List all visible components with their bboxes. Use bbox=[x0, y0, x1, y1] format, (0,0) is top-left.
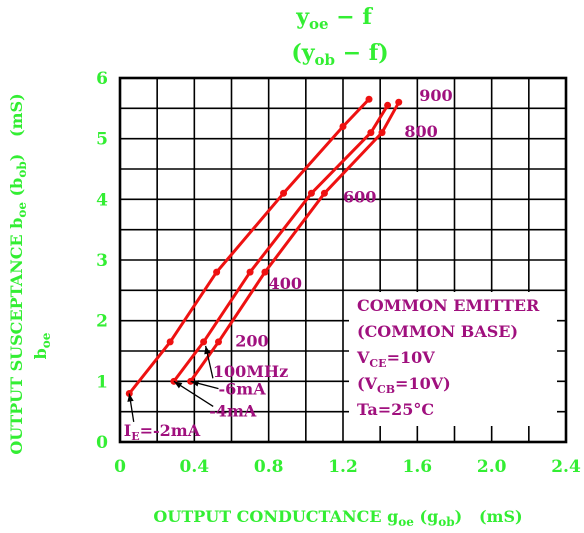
legend-background bbox=[349, 292, 557, 426]
annotations: 100MHz 200 400 600 800 900 -6mA -4mA IE=-2mA bbox=[124, 86, 453, 443]
chart-subtitle-main: (y bbox=[291, 40, 315, 66]
x-axis-label-sub1: oe bbox=[398, 515, 414, 529]
y-axis-label-line2-main: b bbox=[31, 348, 50, 359]
legend-line-4: (VCB=10V) bbox=[357, 374, 451, 396]
series-line-1 bbox=[128, 98, 371, 395]
x-tick-label: 0.8 bbox=[254, 457, 284, 477]
chart-subtitle: (yob − f) bbox=[291, 40, 388, 69]
data-point bbox=[280, 189, 288, 197]
x-axis-label-mid: (g bbox=[414, 507, 438, 526]
chart-title: yoe − f bbox=[295, 4, 373, 33]
data-point bbox=[200, 338, 208, 346]
data-point bbox=[307, 189, 315, 197]
leader-arrowhead bbox=[204, 345, 211, 355]
legend-box: COMMON EMITTER (COMMON BASE) VCE=10V (VC… bbox=[349, 292, 557, 426]
legend-line-5: Ta=25°C bbox=[357, 400, 434, 419]
y-axis-label-line1-end: ) (mS) bbox=[7, 93, 26, 161]
legend-line-4-main: (V bbox=[357, 374, 378, 393]
x-axis-label: OUTPUT CONDUCTANCE goe (gob) (mS) bbox=[153, 507, 522, 529]
data-point bbox=[261, 268, 269, 276]
data-point bbox=[384, 101, 392, 109]
chart-title-main: y bbox=[295, 4, 310, 30]
y-tick-label: 4 bbox=[96, 190, 108, 210]
y-axis-label-line1-sub: oe bbox=[15, 202, 29, 218]
legend-line-3-sub: CE bbox=[369, 357, 386, 370]
data-point bbox=[339, 123, 347, 131]
legend-line-3-main: V bbox=[356, 348, 370, 367]
chart-title-rest: − f bbox=[329, 4, 374, 30]
frequency-label: 200 bbox=[235, 332, 268, 351]
leader-arrowhead bbox=[173, 381, 183, 389]
y-axis-label-line2: boe bbox=[31, 332, 53, 359]
legend-line-3: VCE=10V bbox=[356, 348, 435, 370]
data-point bbox=[320, 189, 328, 197]
frequency-label: 600 bbox=[343, 187, 376, 206]
curve-label-2ma-main: I bbox=[124, 421, 131, 440]
y-tick-label: 5 bbox=[96, 130, 108, 150]
y-axis-label-line1-sub2: ob bbox=[15, 161, 29, 177]
x-axis-label-sub2: ob bbox=[438, 515, 454, 529]
data-point bbox=[166, 338, 174, 346]
legend-line-2: (COMMON BASE) bbox=[357, 322, 518, 341]
y-tick-label: 2 bbox=[96, 312, 108, 332]
curve-label-4ma: -4mA bbox=[209, 401, 257, 420]
data-point bbox=[213, 268, 221, 276]
x-tick-label: 1.2 bbox=[328, 457, 358, 477]
legend-line-4-rest: =10V) bbox=[395, 374, 451, 393]
chart-subtitle-rest: − f) bbox=[335, 40, 389, 66]
x-tick-label: 2.0 bbox=[477, 457, 507, 477]
curve-label-2ma-rest: =-2mA bbox=[140, 421, 201, 440]
data-point bbox=[378, 129, 386, 137]
curve-label-2ma: IE=-2mA bbox=[124, 421, 201, 443]
y-tick-label: 3 bbox=[96, 251, 108, 271]
y-axis-label-line1: OUTPUT SUSCEPTANCE boe (bob) (mS) bbox=[7, 93, 29, 454]
y-axis-label-line1-main: OUTPUT SUSCEPTANCE b bbox=[7, 218, 26, 455]
y-tick-label: 6 bbox=[96, 69, 108, 89]
y-tick-label: 0 bbox=[96, 433, 108, 453]
tick-labels: 0 0.4 0.8 1.2 1.6 2.0 2.4 0 1 2 3 4 5 6 bbox=[96, 69, 581, 477]
series-line-2 bbox=[172, 104, 389, 383]
series bbox=[125, 95, 403, 397]
legend-line-1: COMMON EMITTER bbox=[357, 296, 540, 315]
chart-title-sub: oe bbox=[309, 15, 329, 33]
x-tick-label: 1.6 bbox=[403, 457, 433, 477]
plot-frame bbox=[118, 76, 568, 444]
x-axis-label-main: OUTPUT CONDUCTANCE g bbox=[153, 507, 398, 526]
x-tick-label: 0.4 bbox=[180, 457, 210, 477]
chart-subtitle-sub: ob bbox=[315, 51, 336, 69]
series-line-3 bbox=[189, 101, 401, 383]
leader-arrowhead bbox=[127, 393, 134, 402]
curve-label-6ma: -6mA bbox=[218, 380, 266, 399]
data-point bbox=[395, 98, 403, 106]
legend-line-4-sub: CB bbox=[377, 383, 395, 396]
x-axis-label-end: ) (mS) bbox=[455, 507, 523, 526]
frequency-label: 800 bbox=[404, 122, 437, 141]
data-point bbox=[365, 95, 373, 103]
frequency-label: 100MHz bbox=[213, 362, 288, 381]
data-point bbox=[367, 129, 375, 137]
y-axis-label-line2-sub: oe bbox=[39, 332, 53, 348]
y-axis-label-line1-mid: (b bbox=[7, 178, 26, 202]
frequency-label: 400 bbox=[269, 274, 302, 293]
x-tick-label: 2.4 bbox=[551, 457, 581, 477]
data-point bbox=[246, 268, 254, 276]
y-tick-label: 1 bbox=[96, 372, 108, 392]
curve-label-2ma-sub: E bbox=[131, 430, 139, 443]
legend-line-3-rest: =10V bbox=[387, 348, 436, 367]
x-tick-label: 0 bbox=[114, 457, 126, 477]
frequency-label: 900 bbox=[419, 86, 452, 105]
data-point bbox=[214, 338, 222, 346]
leader-arrowhead bbox=[190, 380, 200, 387]
